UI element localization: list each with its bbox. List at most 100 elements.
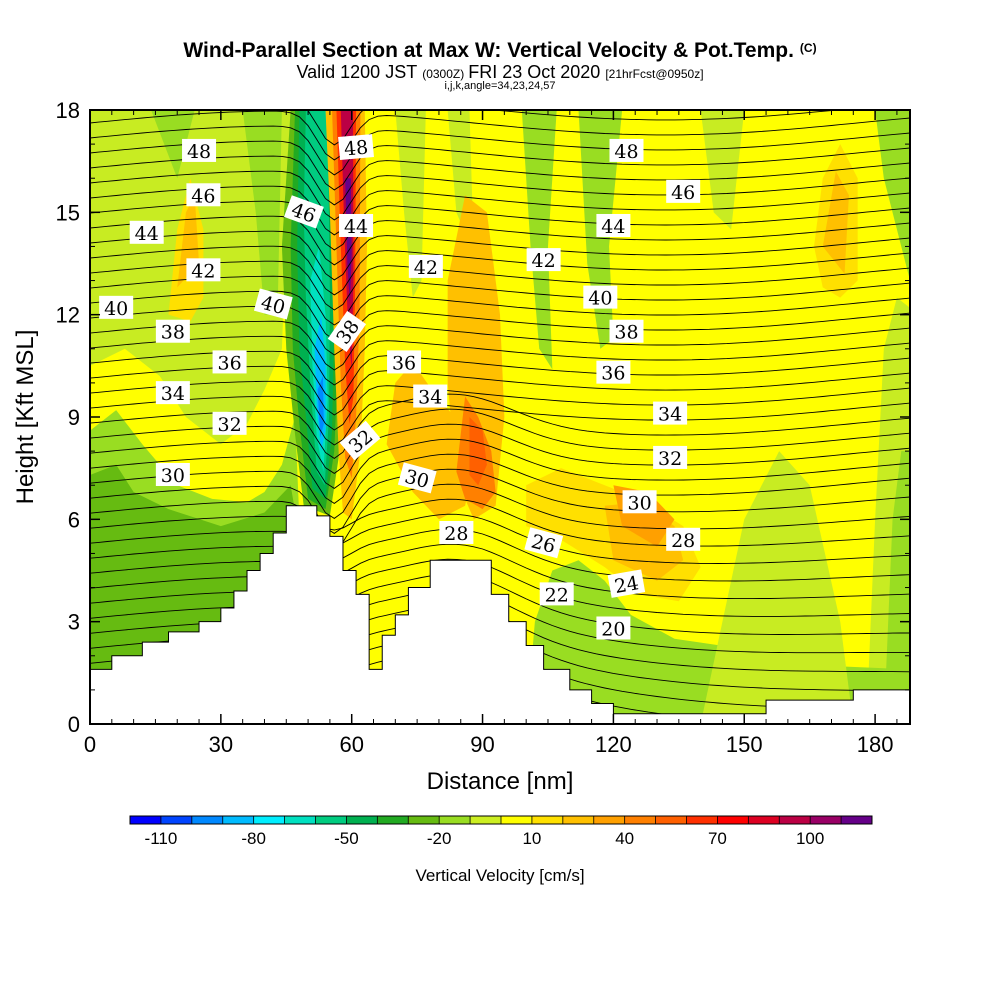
isentrope-label-box bbox=[439, 520, 474, 544]
colorbar-swatch bbox=[779, 816, 811, 824]
isentrope-label-text: 36 bbox=[392, 352, 416, 374]
colorbar-swatch bbox=[408, 816, 440, 824]
colorbar-swatch bbox=[253, 816, 286, 824]
colorbar-swatch bbox=[346, 816, 378, 824]
isentrope-label-box bbox=[408, 254, 443, 278]
chart-title: Wind-Parallel Section at Max W: Vertical… bbox=[183, 39, 816, 62]
isentrope-label-box bbox=[339, 213, 374, 237]
isentrope-label-text: 34 bbox=[161, 383, 185, 405]
isentrope-line bbox=[90, 200, 910, 251]
isentrope-label: 36 bbox=[596, 360, 631, 385]
isentrope-label-text: 44 bbox=[135, 223, 159, 245]
isentrope-label-text: 22 bbox=[545, 584, 569, 606]
isentrope-label-text: 32 bbox=[217, 414, 241, 436]
isentrope-label: 30 bbox=[622, 490, 657, 514]
isentrope-label-box bbox=[155, 319, 190, 343]
isentrope-label: 32 bbox=[653, 445, 688, 470]
isentrope-line bbox=[90, 438, 910, 504]
x-axis-label: Distance [nm] bbox=[427, 768, 574, 795]
colorbar-tick-label: -20 bbox=[427, 829, 452, 848]
isentrope-line bbox=[90, 513, 910, 564]
isentrope-label-text: 46 bbox=[671, 182, 695, 204]
y-tick-label: 15 bbox=[56, 200, 80, 225]
colorbar-swatch bbox=[810, 816, 842, 824]
isentrope-line bbox=[90, 543, 910, 600]
isentrope-label-text: 36 bbox=[601, 363, 625, 385]
isentrope-line bbox=[90, 528, 910, 582]
colorbar-swatch bbox=[439, 816, 471, 824]
downdraft-core bbox=[317, 376, 324, 438]
isentrope-label-text: 48 bbox=[614, 141, 638, 163]
isentrope-label: 46 bbox=[666, 179, 701, 204]
sink-top-c bbox=[395, 110, 426, 298]
isentrope-line bbox=[90, 245, 910, 296]
isentrope-line bbox=[90, 305, 910, 356]
isentrope-label: 30 bbox=[155, 462, 190, 487]
isentrope-label-box bbox=[155, 462, 190, 486]
isentrope-line bbox=[90, 230, 910, 281]
colorbar-swatch bbox=[501, 816, 533, 824]
isentrope-label-box bbox=[413, 384, 448, 408]
isentrope-line bbox=[90, 170, 910, 221]
isentrope-line bbox=[90, 260, 910, 311]
colorbar-swatch bbox=[222, 816, 255, 824]
isentrope-line bbox=[90, 395, 910, 446]
isentrope-label-text: 34 bbox=[418, 387, 442, 409]
isentrope-label-box bbox=[327, 310, 367, 352]
isentrope-label-box bbox=[666, 527, 701, 551]
isentrope-label-text: 38 bbox=[161, 322, 185, 344]
colorbar-swatch bbox=[130, 816, 162, 824]
isentrope-label-text: 40 bbox=[104, 298, 128, 320]
isentrope-label: 22 bbox=[539, 582, 574, 606]
weak-sink-left bbox=[90, 110, 291, 714]
x-axis: 0 30 60 90 120 150 180 bbox=[84, 110, 898, 757]
isentrope-label-text: 44 bbox=[601, 216, 625, 238]
isentrope-label-text: 40 bbox=[588, 288, 612, 310]
isentrope-label: 34 bbox=[155, 381, 190, 405]
colorbar-swatch bbox=[284, 816, 316, 824]
colorbar-swatch bbox=[470, 816, 502, 824]
isentrope-line bbox=[90, 380, 910, 431]
isentrope-label: 36 bbox=[387, 350, 422, 374]
isentrope-label: 44 bbox=[596, 213, 631, 238]
colorbar-tick-label: 40 bbox=[615, 829, 634, 848]
isentrope-label-text: 28 bbox=[444, 523, 468, 545]
isentrope-line bbox=[90, 185, 910, 236]
isentrope-line bbox=[90, 573, 910, 635]
isentrope-label-text: 30 bbox=[627, 492, 651, 514]
isentrope-line bbox=[90, 468, 910, 534]
isentrope-label-text: 36 bbox=[217, 352, 241, 374]
isentrope-label-text: 20 bbox=[601, 618, 625, 640]
isentrope-label: 42 bbox=[408, 254, 443, 279]
isentrope-label: 26 bbox=[524, 527, 564, 559]
colorbar-swatch bbox=[562, 816, 595, 824]
grid-indices: i,j,k,angle=34,23,24,57 bbox=[444, 80, 555, 92]
isentrope-label-box bbox=[539, 582, 574, 606]
isentrope-label: 32 bbox=[212, 411, 247, 436]
isentrope-line bbox=[90, 215, 910, 266]
isentrope-label-box bbox=[338, 134, 374, 160]
isentrope-label: 40 bbox=[583, 285, 618, 310]
isentrope-line bbox=[90, 483, 910, 549]
colorbar-swatch bbox=[593, 816, 626, 824]
isentrope-label-text: 30 bbox=[161, 465, 185, 487]
isentrope-label: 28 bbox=[666, 527, 701, 552]
isentrope-label-text: 48 bbox=[187, 141, 211, 163]
isentrope-label-box bbox=[186, 258, 221, 282]
colorbar-tick-label: 70 bbox=[708, 829, 727, 848]
updraft-plume-core bbox=[345, 178, 352, 305]
isentrope-label: 28 bbox=[439, 520, 474, 545]
isentrope-label-box bbox=[212, 411, 247, 435]
isentrope-line bbox=[90, 423, 910, 489]
isentrope-line bbox=[90, 140, 910, 191]
isentrope-label-text: 34 bbox=[658, 404, 682, 426]
isentrope-label: 48 bbox=[338, 134, 374, 161]
isentrope-label-box bbox=[583, 285, 618, 309]
isentrope-label-box bbox=[186, 183, 221, 207]
colorbar-swatch bbox=[191, 816, 224, 824]
x-tick-label: 30 bbox=[209, 732, 233, 757]
y-tick-label: 12 bbox=[56, 303, 80, 328]
colorbar-swatch bbox=[841, 816, 873, 824]
